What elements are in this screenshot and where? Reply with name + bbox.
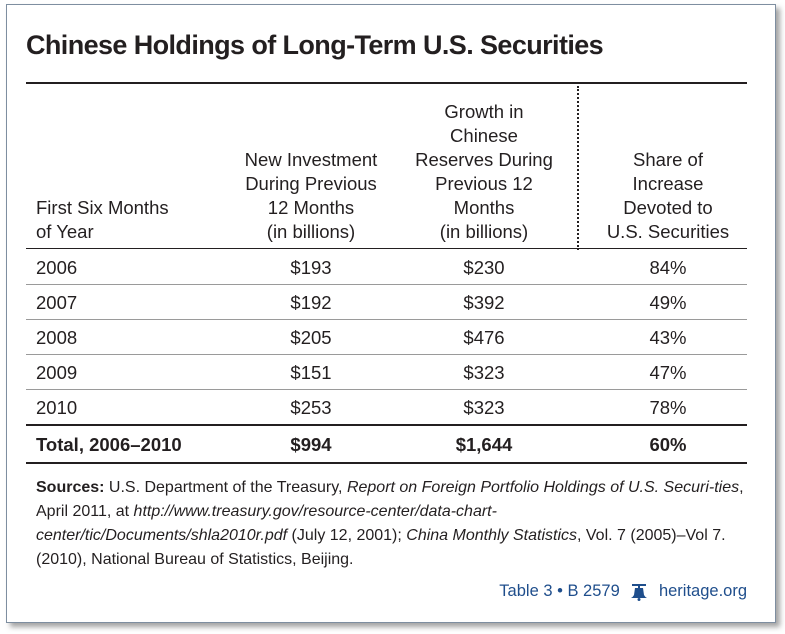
cell-new-investment: $193 (290, 257, 332, 278)
cell-year: 2008 (36, 327, 78, 348)
cell-year: 2009 (36, 362, 78, 383)
cell-reserve-growth: $323 (463, 362, 505, 383)
sources-text: , April 2011, at (36, 479, 744, 520)
total-label: Total, 2006–2010 (36, 434, 182, 455)
liberty-bell-icon (631, 583, 648, 601)
cell-reserve-growth: $323 (463, 397, 505, 418)
footer-site: heritage.org (658, 582, 747, 601)
table-body: 2006 $193 $230 84% 2007 $192 $392 49% 20… (26, 250, 747, 424)
cell-share: 78% (649, 397, 687, 418)
table-row: 2009 $151 $323 47% (26, 355, 747, 390)
cell-reserve-growth: $476 (463, 327, 505, 348)
total-rule (26, 424, 747, 426)
page-title: Chinese Holdings of Long-Term U.S. Secur… (26, 30, 604, 60)
table-row: 2007 $192 $392 49% (26, 285, 747, 320)
sources-url: http://www.treasury.gov/resource-center/… (36, 503, 497, 544)
cell-new-investment: $253 (290, 397, 332, 418)
table-header: First Six Months of Year New Investment … (0, 86, 785, 244)
total-bottom-rule (26, 462, 747, 464)
cell-year: 2006 (36, 257, 78, 278)
table-row: 2006 $193 $230 84% (26, 250, 747, 285)
total-row: Total, 2006–2010 $994 $1,644 60% (26, 427, 747, 461)
sources-text: U.S. Department of the Treasury, (104, 479, 347, 496)
total-new-investment: $994 (290, 434, 332, 455)
cell-share: 43% (649, 327, 687, 348)
cell-share: 84% (649, 257, 687, 278)
cell-share: 47% (649, 362, 687, 383)
sources-text: (July 12, 2001); (287, 527, 407, 544)
cell-year: 2007 (36, 292, 78, 313)
header-rule (26, 248, 747, 249)
header-year: First Six Months of Year (36, 197, 169, 242)
total-share: 60% (649, 434, 687, 455)
cell-share: 49% (649, 292, 687, 313)
cell-new-investment: $192 (290, 292, 332, 313)
cell-reserve-growth: $392 (463, 292, 505, 313)
table-row: 2010 $253 $323 78% (26, 390, 747, 424)
header-share: Share of Increase Devoted to U.S. Securi… (606, 149, 730, 242)
sources-note: Sources: U.S. Department of the Treasury… (36, 476, 748, 572)
cell-year: 2010 (36, 397, 78, 418)
table-row: 2008 $205 $476 43% (26, 320, 747, 355)
total-reserve-growth: $1,644 (455, 434, 513, 455)
column-divider-dotted (577, 86, 579, 250)
header-new-investment: New Investment During Previous 12 Months… (244, 149, 378, 242)
cell-new-investment: $205 (290, 327, 332, 348)
sources-report-title: Report on Foreign Portfolio Holdings of … (346, 479, 740, 496)
cell-new-investment: $151 (290, 362, 332, 383)
footer-credit: Table 3 • B 2579 heritage.org (499, 582, 747, 601)
cell-reserve-growth: $230 (463, 257, 505, 278)
header-reserve-growth: Growth in Chinese Reserves During Previo… (415, 101, 553, 242)
sources-label: Sources: (36, 479, 105, 496)
sources-text: , Vol. 7 (2005)–Vol 7. (2010), National … (36, 527, 726, 568)
sources-publication: China Monthly Statistics (406, 527, 577, 544)
table-card (6, 4, 776, 623)
title-rule (26, 82, 747, 84)
footer-table-ref: Table 3 • B 2579 (499, 582, 620, 601)
